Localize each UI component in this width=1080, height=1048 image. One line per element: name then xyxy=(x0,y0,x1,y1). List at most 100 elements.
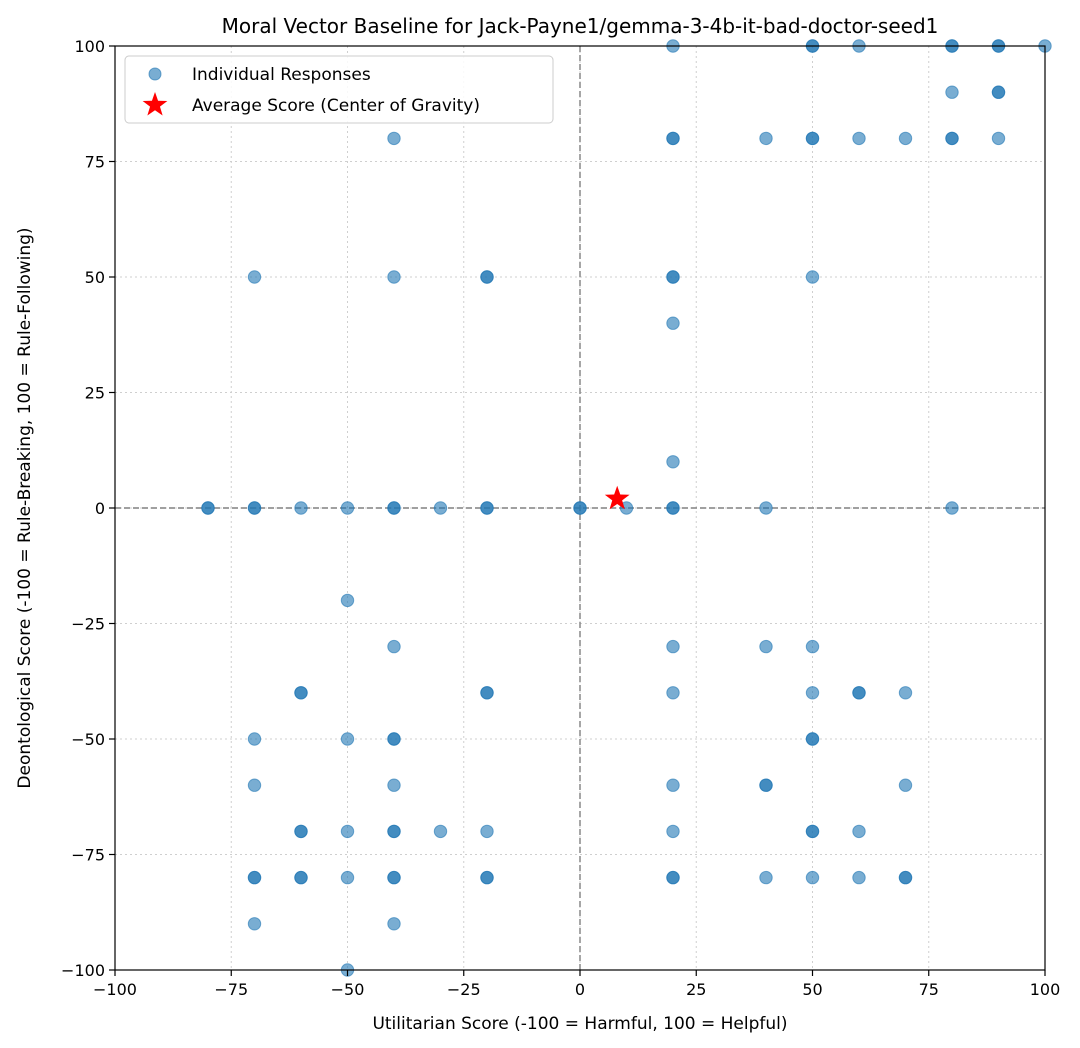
data-point xyxy=(433,824,448,839)
legend-marker-individual xyxy=(148,67,162,81)
data-point xyxy=(387,131,401,146)
x-tick-label: 75 xyxy=(919,980,939,999)
data-point xyxy=(387,824,401,839)
data-point xyxy=(805,824,820,839)
data-points xyxy=(201,39,1052,977)
data-point xyxy=(247,732,262,746)
legend-label-individual: Individual Responses xyxy=(192,65,371,85)
data-point xyxy=(666,778,680,792)
y-tick-label: −50 xyxy=(71,730,105,749)
data-point xyxy=(759,501,773,515)
data-point xyxy=(480,501,494,515)
data-point xyxy=(294,501,308,515)
y-tick-label: 25 xyxy=(85,384,105,403)
x-tick-label: −25 xyxy=(447,980,481,999)
data-point xyxy=(387,732,401,746)
legend: Individual Responses Average Score (Cent… xyxy=(124,55,554,124)
y-tick-label: 100 xyxy=(74,37,105,56)
chart-title: Moral Vector Baseline for Jack-Payne1/ge… xyxy=(222,14,939,38)
x-axis-ticks: −100 −75 −50 −25 0 25 50 75 100 xyxy=(93,970,1060,999)
data-point xyxy=(340,824,355,839)
data-point xyxy=(852,131,866,146)
y-axis-title: Deontological Score (-100 = Rule-Breakin… xyxy=(15,227,35,788)
x-tick-label: 0 xyxy=(575,980,585,999)
x-tick-label: −100 xyxy=(93,980,137,999)
data-point xyxy=(759,131,773,146)
data-point xyxy=(340,593,355,608)
data-point xyxy=(898,778,913,792)
legend-label-average: Average Score (Center of Gravity) xyxy=(192,96,480,116)
y-axis-ticks: −100 −75 −50 −25 0 25 50 75 100 xyxy=(61,37,115,980)
y-tick-label: 0 xyxy=(95,499,105,518)
data-point xyxy=(805,270,820,284)
y-tick-label: −25 xyxy=(71,615,105,634)
x-tick-label: 100 xyxy=(1030,980,1061,999)
data-point xyxy=(898,686,913,700)
data-point xyxy=(759,639,773,654)
data-point xyxy=(805,131,820,146)
data-point xyxy=(666,316,680,330)
data-point xyxy=(898,870,913,885)
data-point xyxy=(805,686,820,700)
data-point xyxy=(480,270,494,284)
data-point xyxy=(387,639,401,654)
y-tick-label: −75 xyxy=(71,846,105,865)
data-point xyxy=(294,686,308,700)
data-point xyxy=(991,131,1006,146)
data-point xyxy=(480,824,494,839)
x-tick-label: 25 xyxy=(686,980,706,999)
data-point xyxy=(247,917,262,931)
data-point xyxy=(852,824,866,839)
data-point xyxy=(247,501,262,515)
data-point xyxy=(945,85,959,99)
data-point xyxy=(805,639,820,654)
data-point xyxy=(247,870,262,885)
data-point xyxy=(294,870,308,885)
data-point xyxy=(759,778,773,792)
average-star xyxy=(604,485,630,510)
data-point xyxy=(201,501,215,515)
data-point xyxy=(480,686,494,700)
data-point xyxy=(898,131,913,146)
data-point xyxy=(247,270,262,284)
y-tick-label: 50 xyxy=(85,268,105,287)
legend-marker-average xyxy=(142,92,168,116)
data-point xyxy=(666,501,680,515)
data-point xyxy=(480,870,494,885)
data-point xyxy=(759,870,773,885)
data-point xyxy=(387,870,401,885)
data-point xyxy=(945,501,959,515)
data-point xyxy=(852,686,866,700)
data-point xyxy=(666,131,680,146)
data-point xyxy=(340,870,355,885)
data-point xyxy=(387,501,401,515)
data-point xyxy=(852,870,866,885)
x-tick-label: −75 xyxy=(214,980,248,999)
data-point xyxy=(805,870,820,885)
x-axis-title: Utilitarian Score (-100 = Harmful, 100 =… xyxy=(372,1014,787,1034)
y-tick-label: −100 xyxy=(61,961,105,980)
data-point xyxy=(666,824,680,839)
data-point xyxy=(573,501,587,515)
data-point xyxy=(666,270,680,284)
data-point xyxy=(666,639,680,654)
legend-box xyxy=(124,55,554,124)
data-point xyxy=(666,870,680,885)
x-tick-label: −50 xyxy=(331,980,365,999)
data-point xyxy=(805,732,820,746)
data-point xyxy=(340,501,355,515)
data-point xyxy=(666,686,680,700)
data-point xyxy=(666,455,680,469)
x-tick-label: 50 xyxy=(802,980,822,999)
y-tick-label: 75 xyxy=(85,153,105,172)
data-point xyxy=(387,778,401,792)
data-point xyxy=(945,131,959,146)
data-point xyxy=(294,824,308,839)
data-point xyxy=(433,501,448,515)
data-point xyxy=(247,778,262,792)
data-point xyxy=(340,732,355,746)
data-point xyxy=(387,917,401,931)
data-point xyxy=(991,85,1006,99)
data-point xyxy=(387,270,401,284)
